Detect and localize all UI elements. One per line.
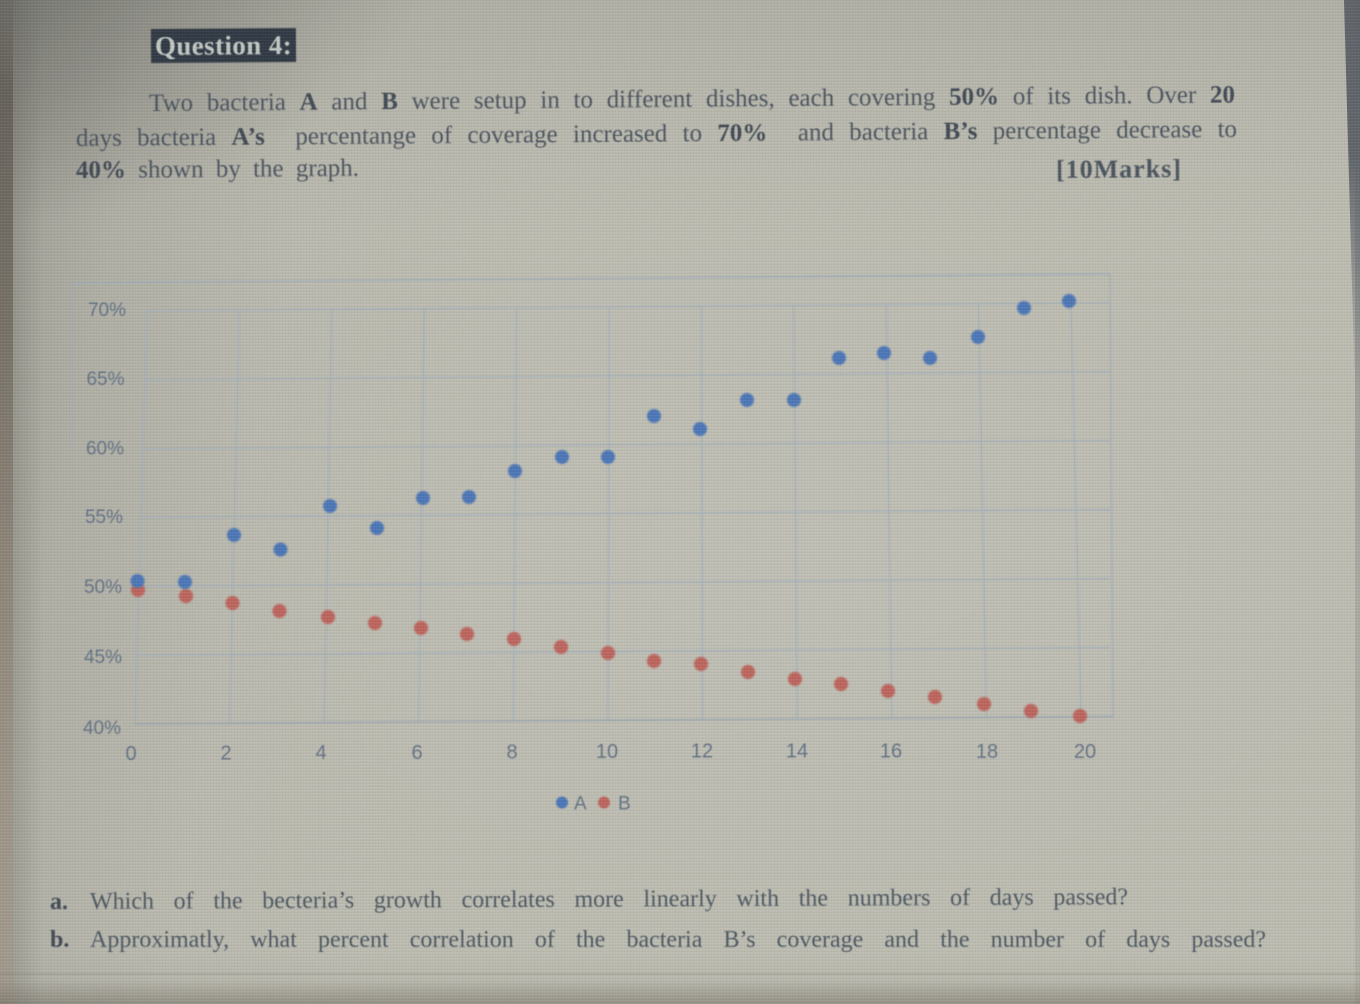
svg-text:16: 16 bbox=[880, 741, 902, 763]
svg-text:60%: 60% bbox=[86, 438, 124, 459]
svg-text:0: 0 bbox=[125, 743, 136, 765]
svg-text:4: 4 bbox=[315, 742, 326, 764]
svg-text:6: 6 bbox=[411, 742, 422, 764]
svg-text:18: 18 bbox=[976, 741, 998, 763]
svg-text:14: 14 bbox=[786, 741, 808, 763]
svg-text:10: 10 bbox=[596, 741, 618, 763]
svg-text:A: A bbox=[574, 794, 587, 815]
svg-text:65%: 65% bbox=[86, 369, 124, 390]
svg-text:55%: 55% bbox=[85, 507, 123, 528]
svg-text:12: 12 bbox=[691, 741, 713, 763]
svg-text:B: B bbox=[618, 794, 631, 815]
svg-text:20: 20 bbox=[1074, 741, 1096, 763]
svg-text:50%: 50% bbox=[84, 577, 122, 598]
svg-text:70%: 70% bbox=[88, 300, 126, 321]
svg-text:8: 8 bbox=[506, 741, 517, 763]
svg-text:2: 2 bbox=[220, 743, 231, 765]
svg-text:40%: 40% bbox=[83, 718, 121, 739]
svg-text:45%: 45% bbox=[84, 647, 122, 668]
